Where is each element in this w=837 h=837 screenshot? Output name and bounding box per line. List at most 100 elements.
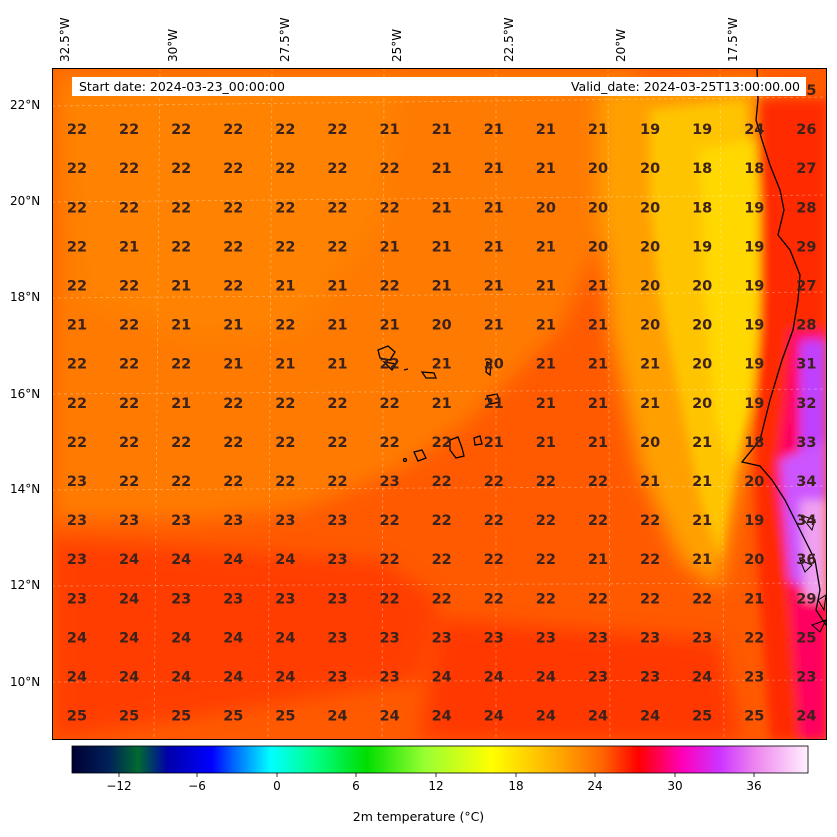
grid-value-label: 21 bbox=[484, 396, 504, 412]
grid-value-label: 23 bbox=[432, 630, 452, 646]
grid-value-label: 22 bbox=[275, 318, 295, 334]
grid-value-label: 23 bbox=[484, 630, 504, 646]
grid-value-label: 19 bbox=[744, 239, 764, 255]
grid-value-label: 23 bbox=[67, 513, 87, 529]
grid-value-label: 24 bbox=[67, 630, 87, 646]
grid-value-label: 23 bbox=[380, 670, 400, 686]
grid-value-label: 22 bbox=[223, 435, 243, 451]
grid-value-label: 19 bbox=[744, 357, 764, 373]
grid-value-label: 22 bbox=[744, 630, 764, 646]
grid-value-label: 24 bbox=[119, 552, 139, 568]
grid-value-label: 20 bbox=[640, 318, 660, 334]
colorbar-tick: −6 bbox=[188, 779, 206, 793]
grid-value-label: 21 bbox=[432, 239, 452, 255]
grid-value-label: 21 bbox=[171, 318, 191, 334]
grid-value-label: 20 bbox=[692, 279, 712, 295]
grid-value-label: 22 bbox=[119, 357, 139, 373]
grid-value-label: 22 bbox=[67, 357, 87, 373]
grid-value-label: 22 bbox=[380, 357, 400, 373]
lon-tick-label: 17.5°W bbox=[726, 17, 740, 62]
colorbar-tick-labels: −12 −6 0 6 12 18 24 30 36 bbox=[0, 779, 837, 799]
grid-value-label: 29 bbox=[796, 591, 816, 607]
grid-value-label: 21 bbox=[588, 552, 608, 568]
grid-value-label: 25 bbox=[275, 709, 295, 725]
grid-value-label: 24 bbox=[275, 670, 295, 686]
grid-value-label: 23 bbox=[67, 591, 87, 607]
grid-value-label: 22 bbox=[432, 552, 452, 568]
grid-value-label: 22 bbox=[223, 279, 243, 295]
grid-value-label: 22 bbox=[67, 200, 87, 216]
grid-value-label: 22 bbox=[67, 161, 87, 177]
grid-value-label: 22 bbox=[275, 122, 295, 138]
grid-value-label: 24 bbox=[171, 552, 191, 568]
grid-value-label: 21 bbox=[536, 161, 556, 177]
grid-value-label: 21 bbox=[432, 279, 452, 295]
grid-value-label: 22 bbox=[640, 513, 660, 529]
grid-value-label: 21 bbox=[536, 239, 556, 255]
grid-value-label: 22 bbox=[380, 279, 400, 295]
grid-value-label: 21 bbox=[536, 122, 556, 138]
grid-value-label: 24 bbox=[536, 709, 556, 725]
grid-value-label: 24 bbox=[484, 709, 504, 725]
grid-value-label: 22 bbox=[588, 591, 608, 607]
grid-value-label: 24 bbox=[275, 552, 295, 568]
grid-value-label: 21 bbox=[67, 318, 87, 334]
grid-value-label: 22 bbox=[640, 591, 660, 607]
grid-value-label: 21 bbox=[536, 318, 556, 334]
grid-value-label: 22 bbox=[67, 396, 87, 412]
grid-value-label: 21 bbox=[588, 357, 608, 373]
grid-value-label: 34 bbox=[796, 474, 816, 490]
grid-value-label: 21 bbox=[484, 318, 504, 334]
grid-value-label: 22 bbox=[380, 591, 400, 607]
grid-value-label: 22 bbox=[432, 474, 452, 490]
grid-value-label: 22 bbox=[171, 357, 191, 373]
grid-value-label: 23 bbox=[327, 630, 347, 646]
grid-value-label: 22 bbox=[223, 474, 243, 490]
grid-value-label: 22 bbox=[67, 279, 87, 295]
grid-value-label: 25 bbox=[119, 709, 139, 725]
grid-value-label: 21 bbox=[692, 552, 712, 568]
grid-value-label: 25 bbox=[67, 709, 87, 725]
grid-value-label: 21 bbox=[171, 396, 191, 412]
grid-value-label: 24 bbox=[640, 709, 660, 725]
grid-value-label: 21 bbox=[432, 200, 452, 216]
grid-value-label: 22 bbox=[119, 318, 139, 334]
grid-value-label: 20 bbox=[588, 200, 608, 216]
grid-value-label: 21 bbox=[484, 239, 504, 255]
grid-value-label: 21 bbox=[588, 435, 608, 451]
lat-tick-label: 20°N bbox=[10, 194, 41, 208]
grid-value-label: 20 bbox=[640, 161, 660, 177]
lon-tick-label: 20°W bbox=[614, 28, 628, 62]
grid-value-label: 22 bbox=[327, 161, 347, 177]
grid-value-label: 21 bbox=[588, 318, 608, 334]
grid-value-label: 22 bbox=[536, 474, 556, 490]
grid-value-label: 19 bbox=[744, 279, 764, 295]
lon-tick-label: 25°W bbox=[390, 28, 404, 62]
grid-value-label: 21 bbox=[588, 279, 608, 295]
colorbar-tick: 36 bbox=[746, 779, 762, 793]
grid-value-label: 23 bbox=[692, 630, 712, 646]
grid-value-label: 23 bbox=[275, 591, 295, 607]
lon-tick-label: 30°W bbox=[166, 28, 180, 62]
grid-value-label: 24 bbox=[171, 630, 191, 646]
grid-value-label: 22 bbox=[484, 591, 504, 607]
grid-value-label: 18 bbox=[692, 200, 712, 216]
grid-value-label: 23 bbox=[380, 474, 400, 490]
grid-value-label: 28 bbox=[796, 200, 816, 216]
lat-tick-label: 14°N bbox=[10, 482, 41, 496]
grid-value-label: 20 bbox=[744, 552, 764, 568]
grid-value-label: 22 bbox=[432, 591, 452, 607]
grid-value-label: 21 bbox=[640, 396, 660, 412]
grid-value-label: 21 bbox=[536, 435, 556, 451]
grid-value-label: 22 bbox=[275, 435, 295, 451]
graticule bbox=[52, 68, 827, 740]
grid-value-label: 23 bbox=[588, 630, 608, 646]
grid-value-label: 24 bbox=[484, 670, 504, 686]
grid-value-label: 24 bbox=[67, 670, 87, 686]
grid-value-label: 22 bbox=[588, 513, 608, 529]
grid-value-label: 20 bbox=[588, 239, 608, 255]
lat-tick-label: 10°N bbox=[10, 675, 41, 689]
grid-value-label: 23 bbox=[171, 591, 191, 607]
grid-value-label: 22 bbox=[275, 396, 295, 412]
grid-value-label: 25 bbox=[744, 709, 764, 725]
